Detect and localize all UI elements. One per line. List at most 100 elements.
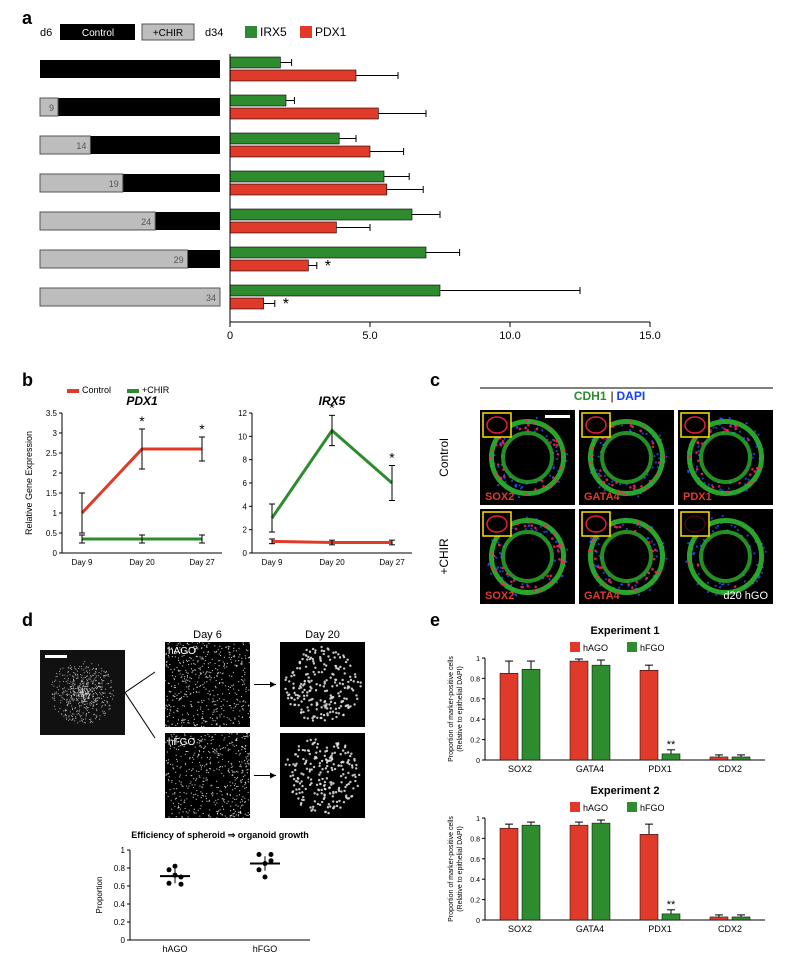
svg-text:*: * (389, 450, 395, 466)
panel-b-charts: Relative Gene ExpressionPDX100.511.522.5… (20, 385, 420, 615)
panel-e-charts: Experiment 1 hAGO hFGO 0 0.2 0.4 0.6 0.8 1 Propor… (430, 620, 790, 970)
svg-text:Control: Control (437, 438, 451, 477)
svg-text:d20 hGO: d20 hGO (723, 590, 768, 602)
svg-text:hAGO: hAGO (583, 643, 608, 653)
svg-text:0: 0 (121, 936, 126, 945)
svg-text:Day 27: Day 27 (379, 558, 405, 567)
svg-text:*: * (199, 421, 205, 437)
svg-text:0.6: 0.6 (114, 882, 126, 891)
svg-text:+CHIR: +CHIR (153, 28, 183, 39)
svg-text:0: 0 (53, 549, 58, 558)
svg-text:2: 2 (243, 526, 248, 535)
svg-text:CDX2: CDX2 (718, 924, 742, 934)
svg-text:DAPI: DAPI (617, 389, 646, 403)
svg-text:Day 9: Day 9 (262, 558, 283, 567)
svg-text:1.5: 1.5 (46, 489, 58, 498)
svg-text:Control: Control (82, 385, 111, 395)
svg-text:|: | (611, 389, 614, 403)
svg-text:CDH1: CDH1 (574, 389, 607, 403)
svg-text:**: ** (667, 899, 676, 911)
svg-text:14: 14 (76, 141, 86, 151)
svg-text:**: ** (667, 739, 676, 751)
svg-text:PDX1: PDX1 (683, 491, 712, 503)
svg-text:Day 27: Day 27 (189, 558, 215, 567)
svg-text:10.0: 10.0 (499, 330, 520, 342)
svg-text:GATA4: GATA4 (576, 924, 604, 934)
svg-text:0: 0 (476, 918, 480, 925)
panel-c-micrographs: CDH1|DAPIControl+CHIRSOX2GATA4PDX1SOX2GA… (430, 380, 790, 610)
svg-text:2.5: 2.5 (46, 449, 58, 458)
svg-text:hFGO: hFGO (168, 737, 195, 748)
svg-text:hFGO: hFGO (640, 803, 665, 813)
svg-text:Proportion: Proportion (95, 877, 104, 914)
svg-text:0.2: 0.2 (470, 738, 480, 745)
svg-text:24: 24 (141, 217, 151, 227)
svg-text:hAGO: hAGO (162, 944, 187, 954)
svg-text:d34: d34 (205, 27, 223, 39)
svg-text:15.0: 15.0 (639, 330, 660, 342)
svg-text:1: 1 (53, 509, 58, 518)
svg-text:Proportion of marker-positive: Proportion of marker-positive cells (448, 816, 455, 922)
svg-text:1: 1 (476, 656, 480, 663)
svg-text:9: 9 (49, 103, 54, 113)
svg-text:PDX1: PDX1 (648, 764, 672, 774)
svg-text:d6: d6 (40, 27, 52, 39)
svg-text:Efficiency of spheroid ⇒ organ: Efficiency of spheroid ⇒ organoid growth (131, 830, 309, 840)
svg-text:0: 0 (243, 549, 248, 558)
svg-text:Day 20: Day 20 (319, 558, 345, 567)
svg-text:5.0: 5.0 (362, 330, 377, 342)
svg-text:0.4: 0.4 (470, 717, 480, 724)
svg-text:Control: Control (82, 28, 114, 39)
svg-text:*: * (283, 296, 289, 313)
svg-text:0.4: 0.4 (470, 877, 480, 884)
svg-text:PDX1: PDX1 (315, 25, 347, 39)
svg-text:Relative Gene Expression: Relative Gene Expression (24, 431, 34, 535)
svg-text:29: 29 (174, 255, 184, 265)
svg-text:3.5: 3.5 (46, 409, 58, 418)
svg-text:GATA4: GATA4 (584, 491, 621, 503)
svg-text:hAGO: hAGO (583, 803, 608, 813)
svg-text:10: 10 (238, 432, 247, 441)
svg-text:Day 6: Day 6 (193, 629, 222, 641)
svg-text:6: 6 (243, 479, 248, 488)
svg-text:+CHIR: +CHIR (142, 385, 170, 395)
svg-text:hFGO: hFGO (253, 944, 278, 954)
svg-text:SOX2: SOX2 (485, 491, 514, 503)
svg-text:0.4: 0.4 (114, 900, 126, 909)
svg-text:hFGO: hFGO (640, 643, 665, 653)
svg-text:0: 0 (227, 330, 233, 342)
svg-text:*: * (139, 413, 145, 429)
svg-text:3: 3 (53, 429, 58, 438)
svg-text:SOX2: SOX2 (485, 590, 514, 602)
svg-text:Experiment 1: Experiment 1 (590, 625, 659, 637)
svg-text:1: 1 (476, 816, 480, 823)
svg-text:0.6: 0.6 (470, 697, 480, 704)
svg-text:hAGO: hAGO (168, 646, 196, 657)
svg-text:0.6: 0.6 (470, 857, 480, 864)
panel-d: Day 6 Day 20 hAGO hFGO Efficiency of spheroi… (20, 620, 420, 970)
svg-text:1: 1 (121, 846, 126, 855)
svg-text:*: * (329, 399, 335, 415)
svg-text:0: 0 (476, 758, 480, 765)
svg-text:CDX2: CDX2 (718, 764, 742, 774)
svg-text:0.8: 0.8 (470, 676, 480, 683)
svg-text:GATA4: GATA4 (576, 764, 604, 774)
svg-text:Experiment 2: Experiment 2 (590, 785, 659, 797)
panel-a-chart: d6Control+CHIRd34IRX5PDX1914192429*34*05… (30, 10, 670, 360)
svg-text:Day 20: Day 20 (129, 558, 155, 567)
svg-text:Day 20: Day 20 (305, 629, 340, 641)
svg-text:SOX2: SOX2 (508, 924, 532, 934)
svg-text:Proportion of marker-positive: Proportion of marker-positive cells (448, 656, 455, 762)
svg-text:0.2: 0.2 (470, 898, 480, 905)
svg-text:0.5: 0.5 (46, 529, 58, 538)
svg-text:(Relative to epithelial DAPI): (Relative to epithelial DAPI) (457, 666, 464, 752)
svg-text:SOX2: SOX2 (508, 764, 532, 774)
svg-text:4: 4 (243, 502, 248, 511)
svg-text:Day 9: Day 9 (72, 558, 93, 567)
svg-text:*: * (325, 258, 331, 275)
svg-text:(Relative to epithelial DAPI): (Relative to epithelial DAPI) (457, 826, 464, 912)
svg-text:PDX1: PDX1 (648, 924, 672, 934)
svg-text:GATA4: GATA4 (584, 590, 621, 602)
svg-text:0.8: 0.8 (470, 836, 480, 843)
svg-text:19: 19 (109, 179, 119, 189)
